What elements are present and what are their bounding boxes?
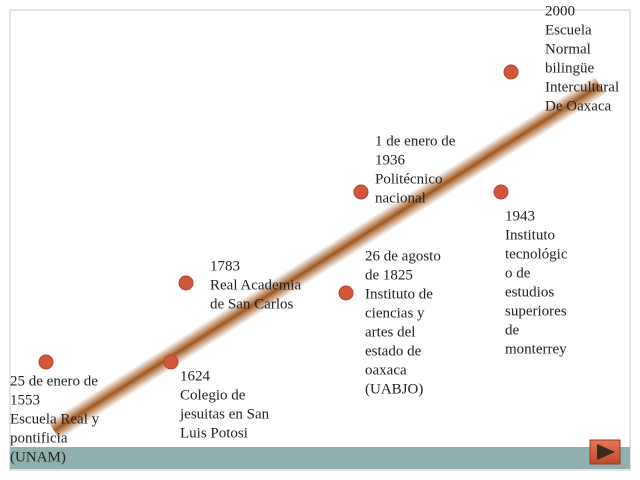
event-label: tecnológic: [505, 247, 568, 263]
event-label: de San Carlos: [210, 297, 293, 313]
event-label: Luis Potosi: [180, 426, 248, 442]
event-dot: [353, 184, 369, 200]
event-dot: [38, 354, 54, 370]
event-label: jesuitas en San: [179, 407, 270, 423]
event-label: pontificia: [10, 431, 68, 447]
event-label: 1624: [180, 369, 211, 385]
event-label: estado de: [365, 344, 422, 360]
event-label: (UABJO): [365, 382, 423, 398]
event-label: bilingüe: [545, 61, 595, 77]
event-label: Normal: [545, 42, 591, 58]
event-label: Instituto: [505, 228, 555, 244]
event-dot: [338, 285, 354, 301]
event-dot: [163, 354, 179, 370]
event-label: (UNAM): [10, 450, 66, 466]
event-label: Intercultural: [545, 80, 619, 96]
event-label: 26 de agosto: [365, 249, 441, 265]
event-label: Escuela Real y: [10, 412, 100, 428]
event-label: ciencias y: [365, 306, 425, 322]
event-label: estudios: [505, 285, 554, 301]
event-label: De Oaxaca: [545, 99, 612, 115]
event-label: superiores: [505, 304, 567, 320]
event-label: de: [505, 323, 520, 339]
event-label: 1 de enero de: [375, 134, 456, 150]
event-label: monterrey: [505, 342, 567, 358]
footer-bar: [10, 447, 630, 469]
event-label: 1936: [375, 153, 406, 169]
event-label: 1943: [505, 209, 535, 225]
event-dot: [493, 184, 509, 200]
event-label: artes del: [365, 325, 415, 341]
event-label: Politécnico: [375, 172, 443, 188]
event-label: oaxaca: [365, 363, 407, 379]
event-label: Colegio de: [180, 388, 246, 404]
event-dot: [503, 64, 519, 80]
event-label: o de: [505, 266, 531, 282]
event-label: Instituto de: [365, 287, 433, 303]
next-button[interactable]: [589, 439, 621, 465]
event-label: Real Academia: [210, 278, 302, 294]
event-dot: [178, 275, 194, 291]
event-label: 1553: [10, 393, 40, 409]
event-label: Escuela: [545, 23, 592, 39]
event-label: 2000: [545, 4, 575, 20]
timeline-band: [48, 76, 606, 440]
event-label: 25 de enero de: [10, 374, 98, 390]
event-label: nacional: [375, 191, 426, 207]
event-label: 1783: [210, 259, 240, 275]
event-label: de 1825: [365, 268, 413, 284]
